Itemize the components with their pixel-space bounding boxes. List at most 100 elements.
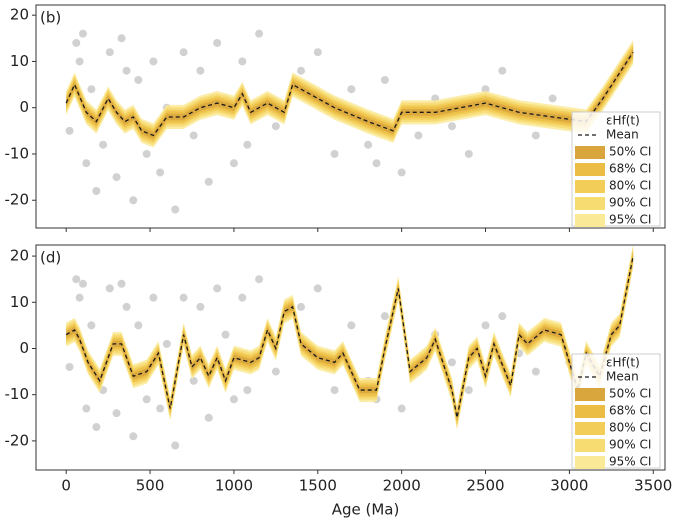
legend-label: εHf(t): [606, 114, 640, 128]
mean-line: [65, 51, 634, 137]
ci-band: [66, 246, 634, 428]
data-point: [498, 312, 507, 321]
data-point: [347, 85, 356, 94]
data-point: [117, 34, 126, 43]
legend-label: 90% CI: [609, 438, 651, 452]
data-point: [204, 413, 213, 422]
legend-swatch: [575, 214, 605, 227]
data-point: [498, 66, 507, 75]
data-point: [271, 122, 280, 131]
data-point: [92, 423, 101, 432]
data-point: [531, 367, 540, 376]
data-point: [162, 339, 171, 348]
data-point: [156, 404, 165, 413]
legend-label: 50% CI: [609, 145, 651, 159]
data-point: [129, 432, 138, 441]
data-point: [72, 38, 81, 47]
data-point: [82, 404, 91, 413]
plot-area: [65, 29, 634, 214]
data-point: [397, 168, 406, 177]
data-point: [380, 75, 389, 84]
data-point: [229, 159, 238, 168]
data-point: [122, 66, 131, 75]
y-tick-label: 10: [10, 52, 29, 70]
data-point: [196, 302, 205, 311]
data-point: [129, 196, 138, 205]
data-point: [122, 302, 131, 311]
data-point: [347, 321, 356, 330]
x-tick-label: 0: [61, 477, 71, 495]
data-point: [149, 57, 158, 66]
data-point: [142, 395, 151, 404]
data-point: [87, 85, 96, 94]
data-point: [313, 284, 322, 293]
data-point: [221, 330, 230, 339]
data-point: [447, 122, 456, 131]
legend-swatch: [575, 422, 605, 435]
data-point: [75, 293, 84, 302]
data-point: [397, 404, 406, 413]
legend-swatch: [575, 197, 605, 210]
x-axis-label: Age (Ma): [332, 501, 400, 519]
y-tick-label: 10: [10, 293, 29, 311]
axes-frame: [35, 244, 666, 471]
legend-label: Mean: [606, 370, 639, 384]
legend-label: 80% CI: [609, 421, 651, 435]
data-point: [179, 48, 188, 57]
data-point: [72, 275, 81, 284]
data-point: [82, 159, 91, 168]
data-point: [189, 131, 198, 140]
data-point: [364, 140, 373, 149]
legend-swatch: [575, 439, 605, 452]
legend-swatch: [575, 388, 605, 401]
y-tick-label: -20: [5, 191, 30, 209]
data-point: [372, 159, 381, 168]
ci-band: [66, 248, 634, 426]
y-tick-label: -20: [5, 431, 30, 449]
y-tick-label: 0: [19, 339, 29, 357]
data-point: [229, 395, 238, 404]
data-point: [149, 293, 158, 302]
data-point: [65, 126, 74, 135]
y-tick-label: 20: [10, 247, 29, 265]
data-point: [189, 376, 198, 385]
x-tick-label: 3500: [634, 477, 672, 495]
data-point: [243, 386, 252, 395]
x-tick-label: 500: [136, 477, 165, 495]
y-tick-label: -10: [5, 385, 30, 403]
data-point: [112, 409, 121, 418]
data-point: [213, 284, 222, 293]
data-point: [255, 275, 264, 284]
data-point: [78, 29, 87, 38]
data-point: [481, 85, 490, 94]
legend-swatch: [575, 146, 605, 159]
data-point: [204, 177, 213, 186]
data-point: [481, 321, 490, 330]
x-tick-label: 2500: [466, 477, 504, 495]
data-point: [134, 321, 143, 330]
legend-label: 90% CI: [609, 196, 651, 210]
data-point: [99, 140, 108, 149]
data-point: [65, 362, 74, 371]
data-point: [134, 75, 143, 84]
data-point: [105, 48, 114, 57]
data-point: [271, 367, 280, 376]
x-tick-label: 1500: [299, 477, 337, 495]
data-point: [238, 293, 247, 302]
legend-swatch: [575, 456, 605, 469]
x-tick-label: 2000: [383, 477, 421, 495]
axes-frame: [35, 4, 666, 229]
data-point: [238, 57, 247, 66]
legend-label: εHf(t): [606, 356, 640, 370]
legend-label: 50% CI: [609, 387, 651, 401]
legend-swatch: [575, 163, 605, 176]
plot-area: [65, 245, 634, 450]
data-point: [255, 29, 264, 38]
legend-label: 80% CI: [609, 179, 651, 193]
x-tick-label: 1000: [215, 477, 253, 495]
legend-swatch: [575, 180, 605, 193]
data-point: [87, 321, 96, 330]
data-point: [330, 386, 339, 395]
data-point: [105, 284, 114, 293]
